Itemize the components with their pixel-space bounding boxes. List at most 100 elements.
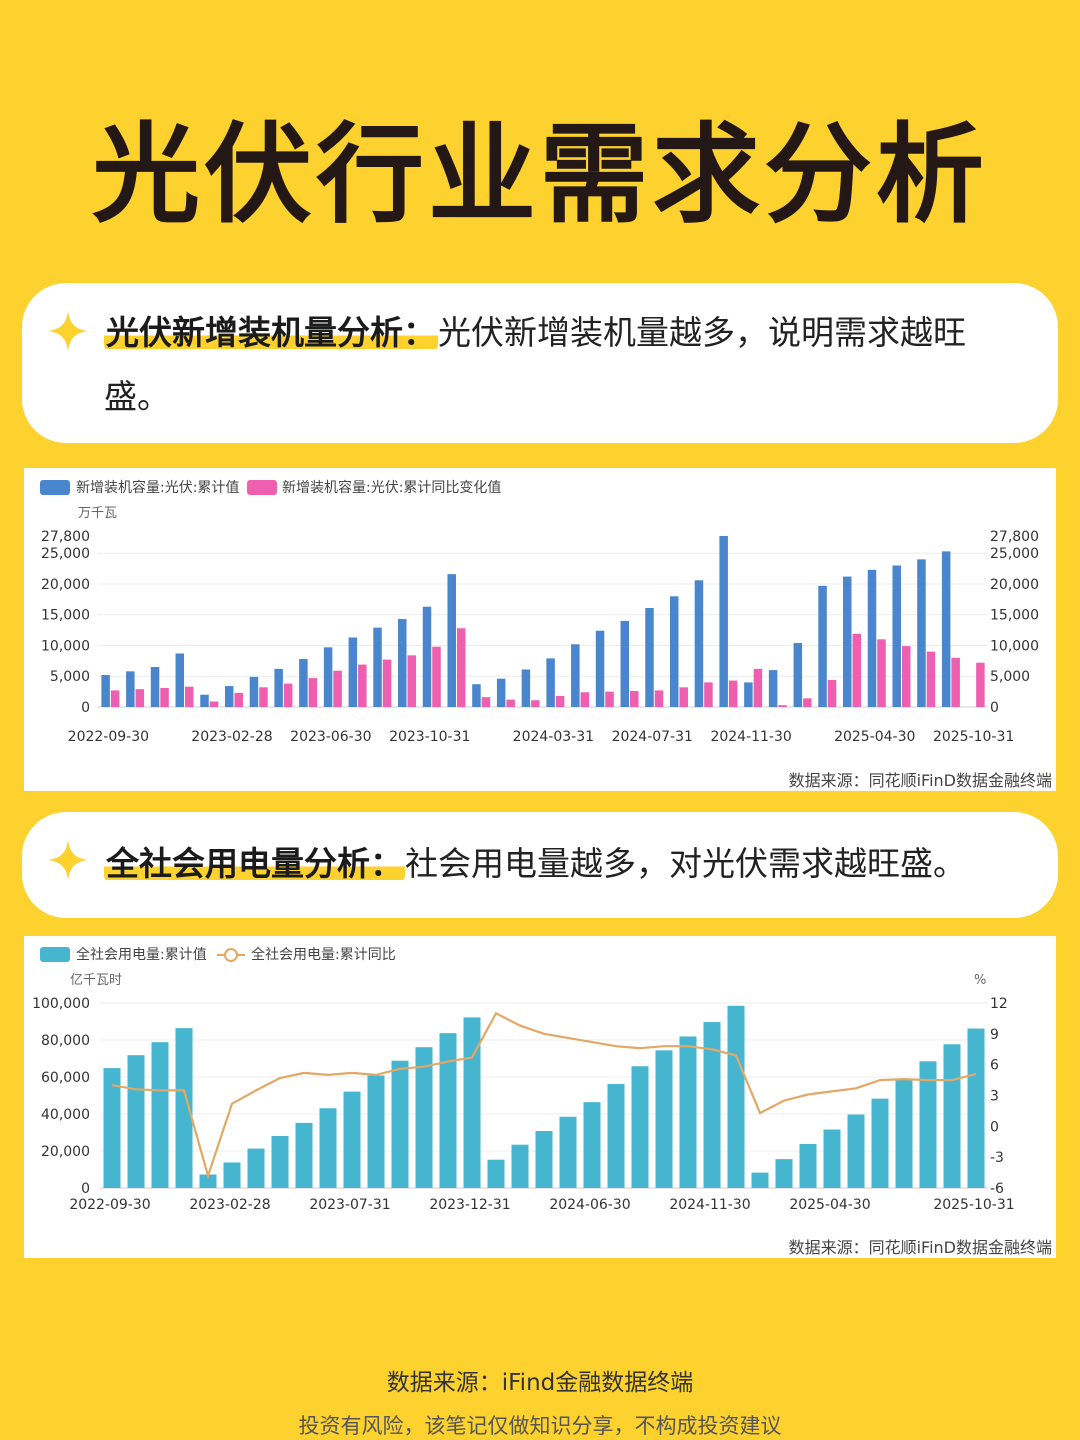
bar-yoy-change [110,690,120,707]
bar-electricity-cumulative [655,1050,673,1188]
bar-electricity-cumulative [175,1028,193,1188]
section-heading: 全社会用电量分析： [104,844,405,883]
bar-yoy-change [456,628,466,707]
x-tick-label: 2022-09-30 [69,1197,150,1213]
y2-tick-label: 3 [990,1089,999,1105]
y-tick-label: 0 [81,1181,90,1197]
bar-cumulative [546,658,555,707]
bar-electricity-cumulative [103,1068,121,1188]
y-tick-label: 20,000 [41,577,90,593]
bar-yoy-change [283,683,293,707]
y2-tick-label: 10,000 [990,638,1039,654]
y-tick-label: 20,000 [41,1144,90,1160]
bar-electricity-cumulative [415,1047,433,1188]
y-tick-label: 60,000 [41,1070,90,1086]
bar-cumulative [249,676,259,707]
bar-cumulative [101,675,110,707]
axis-unit-right: % [974,973,986,988]
y-tick-label: 5,000 [50,669,90,685]
bar-yoy-change [481,697,491,707]
bar-yoy-change [679,687,688,707]
bar-yoy-change [333,670,342,707]
axis-unit-left: 亿千瓦时 [70,973,122,988]
x-tick-label: 2024-11-30 [669,1197,750,1213]
bar-electricity-cumulative [799,1143,817,1188]
legend-label: 新增装机容量:光伏:累计同比变化值 [282,479,501,496]
y-tick-label: 0 [81,700,90,716]
bar-cumulative [620,620,630,707]
legend-line-marker [224,948,238,962]
bar-electricity-cumulative [319,1108,337,1188]
bar-cumulative [571,644,580,707]
legend-swatch [40,947,70,962]
bar-cumulative [200,694,209,707]
bar-cumulative [917,559,926,707]
section-card-installation: 光伏新增装机量分析：光伏新增装机量越多，说明需求越旺盛。 [22,283,1058,443]
x-tick-label: 2024-03-31 [513,729,594,745]
y2-tick-label: -3 [990,1150,1004,1166]
bar-yoy-change [951,657,960,707]
y2-tick-label: 20,000 [990,577,1039,593]
chart-panel-electricity: 全社会用电量:累计值 全社会用电量:累计同比 亿千瓦时% 100,000 80,000 6… [24,936,1056,1258]
bar-electricity-cumulative [271,1136,289,1188]
bar-yoy-change [827,679,837,707]
bar-cumulative [422,606,432,707]
bar-cumulative [521,669,531,707]
y2-tick-label: 6 [990,1058,999,1074]
bar-electricity-cumulative [439,1033,457,1188]
bar-yoy-change [654,690,664,707]
x-tick-label: 2022-09-30 [68,729,149,745]
bar-cumulative [818,585,827,707]
bar-electricity-cumulative [463,1017,481,1188]
bar-yoy-change [976,662,985,707]
bar-electricity-cumulative [583,1102,601,1188]
bar-electricity-cumulative [703,1022,721,1188]
bar-cumulative [447,574,456,707]
bar-cumulative [793,643,803,707]
bar-yoy-change [382,659,392,707]
bar-yoy-change [852,633,862,707]
bar-cumulative [669,596,679,707]
chart-source: 数据来源：同花顺iFinD数据金融终端 [788,771,1052,790]
bar-electricity-cumulative [871,1098,889,1188]
bar-electricity-cumulative [151,1042,169,1188]
section-body: 社会用电量越多，对光伏需求越旺盛。 [405,844,966,883]
bar-electricity-cumulative [775,1159,793,1188]
bar-electricity-cumulative [679,1036,697,1188]
bar-cumulative [175,653,185,707]
legend-swatch [247,480,277,495]
bar-electricity-cumulative [895,1079,913,1188]
bar-yoy-change [506,699,515,707]
axis-unit-left: 万千瓦 [78,506,117,521]
bar-cumulative [941,551,951,707]
legend-label: 全社会用电量:累计值 [76,946,207,963]
x-tick-label: 2025-04-30 [834,729,915,745]
bar-yoy-change [209,701,219,707]
bar-cumulative [323,647,333,707]
bar-electricity-cumulative [487,1159,505,1188]
bar-cumulative [892,565,901,707]
bar-cumulative [348,637,358,707]
x-tick-label: 2024-06-30 [549,1197,630,1213]
bar-electricity-cumulative [823,1129,841,1188]
x-tick-label: 2023-07-31 [309,1197,390,1213]
bar-yoy-change [308,678,318,707]
section-body: 光伏新增装机量越多，说明需求越旺盛。 [104,313,966,416]
chart-source: 数据来源：同花顺iFinD数据金融终端 [788,1238,1052,1257]
x-tick-label: 2023-02-28 [189,1197,270,1213]
y-tick-label: 40,000 [41,1107,90,1123]
x-tick-label: 2025-10-31 [933,729,1014,745]
section-text: 全社会用电量分析：社会用电量越多，对光伏需求越旺盛。 [104,832,1018,896]
bar-cumulative [126,671,135,707]
bar-cumulative [373,627,382,707]
bar-yoy-change [407,655,417,707]
x-tick-label: 2023-02-28 [191,729,272,745]
bar-yoy-change [580,692,590,707]
bar-cumulative [768,670,778,707]
bar-electricity-cumulative [631,1066,649,1188]
y-tick-label: 100,000 [32,996,90,1012]
bar-yoy-change [234,692,243,707]
bar-cumulative [694,580,704,707]
